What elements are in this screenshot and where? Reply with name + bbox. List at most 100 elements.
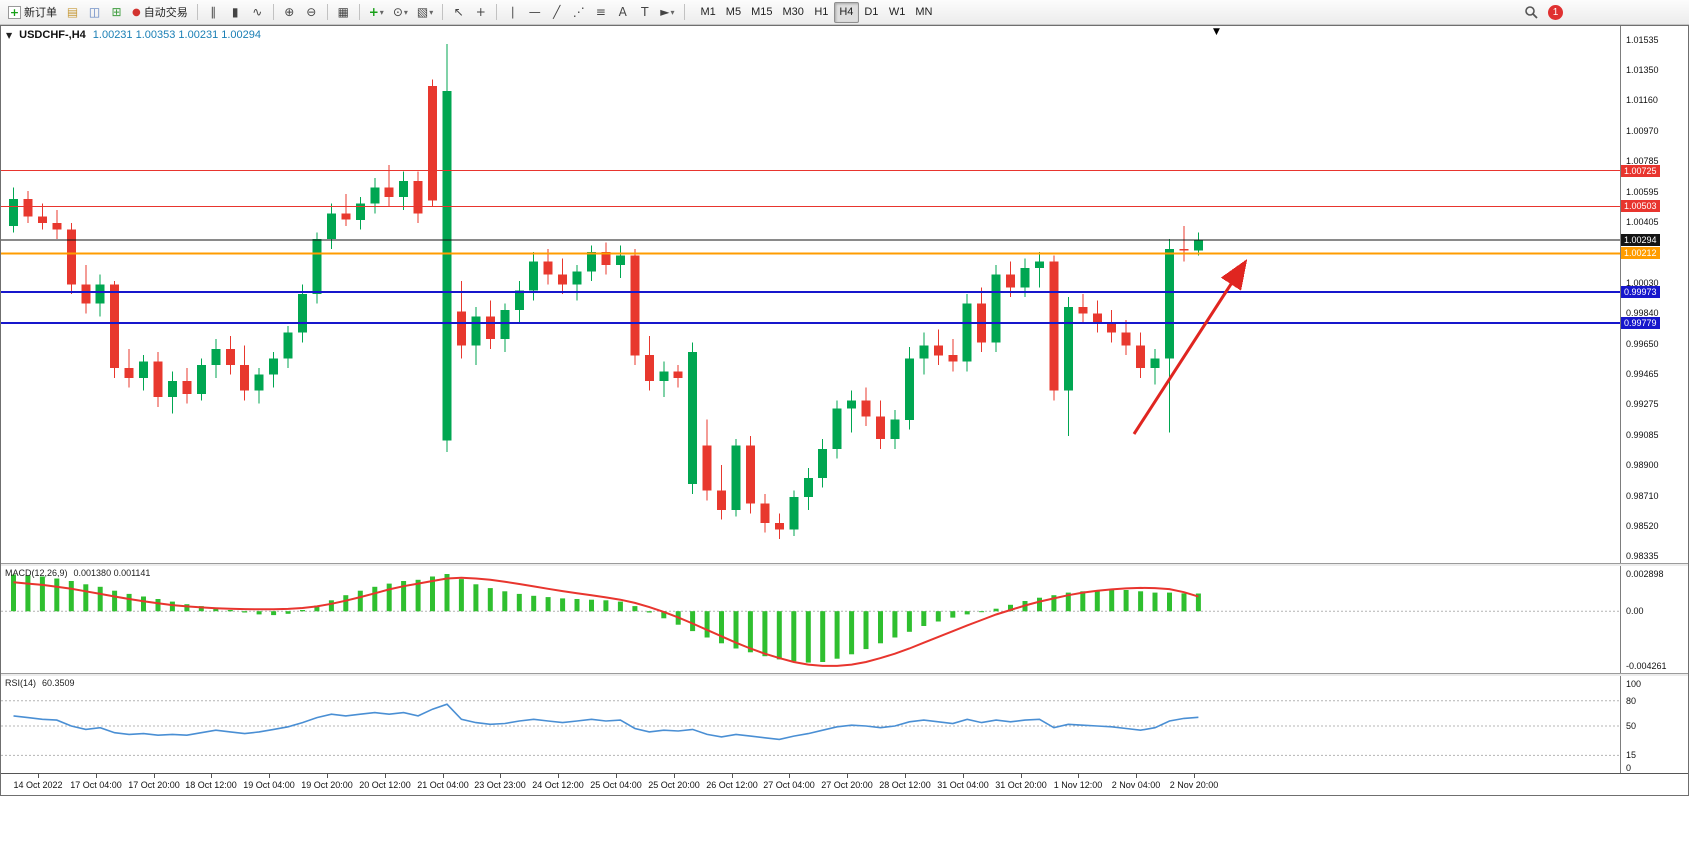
time-label: 25 Oct 04:00 bbox=[590, 780, 642, 790]
candle-body bbox=[225, 348, 235, 365]
charts-button[interactable]: ▤ bbox=[62, 2, 83, 23]
search-icon[interactable] bbox=[1524, 5, 1538, 19]
candlestick-type-button[interactable]: ▮ bbox=[225, 2, 246, 23]
new-order-label: 新订单 bbox=[24, 7, 57, 19]
time-label: 2 Nov 20:00 bbox=[1169, 780, 1219, 790]
price-axis-label: 1.01160 bbox=[1626, 95, 1658, 105]
timeframe-button-H4[interactable]: H4 bbox=[833, 1, 859, 23]
time-label: 26 Oct 12:00 bbox=[706, 780, 758, 790]
pane-splitter-macd[interactable] bbox=[1, 563, 1688, 566]
notifications-badge[interactable]: 1 bbox=[1548, 4, 1563, 20]
price-chart-canvas[interactable] bbox=[1, 26, 1620, 563]
zoom-in-button[interactable]: ⊕ bbox=[279, 2, 300, 23]
timeframe-button-M1[interactable]: M1 bbox=[700, 6, 716, 18]
ohlc-values: 1.00231 1.00353 1.00231 1.00294 bbox=[92, 29, 261, 41]
line-chart-type-button[interactable]: ∿ bbox=[247, 2, 268, 23]
autotrading-button[interactable]: ● 自动交易 bbox=[128, 2, 192, 23]
autotrading-icon: ● bbox=[132, 6, 141, 18]
timeframe-button-D1[interactable]: D1 bbox=[864, 6, 879, 18]
candle-body bbox=[948, 355, 958, 362]
navigator-button[interactable]: ◫ bbox=[84, 2, 105, 23]
templates-button[interactable]: ▧ ▾ bbox=[413, 2, 437, 23]
channel-button[interactable]: ⋰ bbox=[568, 2, 589, 23]
fibonacci-button[interactable]: ≡ bbox=[590, 2, 611, 23]
macd-histogram-bar bbox=[516, 593, 522, 612]
price-axis-label: 0.98710 bbox=[1626, 491, 1659, 501]
candle-body bbox=[456, 311, 466, 346]
price-axis-label: 0.98900 bbox=[1626, 460, 1659, 470]
price-axis-label: 1.00030 bbox=[1626, 278, 1659, 288]
rsi-axis-label: 50 bbox=[1626, 721, 1637, 731]
candle-body bbox=[95, 284, 105, 304]
macd-histogram-bar bbox=[603, 600, 609, 612]
rsi-name: RSI(14) bbox=[5, 678, 37, 688]
candle-body bbox=[66, 229, 76, 285]
toolbar-separator bbox=[272, 4, 274, 20]
text-icon: A bbox=[618, 5, 627, 19]
candle-body bbox=[399, 181, 409, 198]
time-tick bbox=[1136, 774, 1137, 778]
rsi-canvas[interactable] bbox=[1, 676, 1620, 773]
bar-chart-type-button[interactable]: ∥ bbox=[203, 2, 224, 23]
periods-icon: ⊙ bbox=[392, 5, 403, 19]
candle-body bbox=[124, 368, 134, 378]
crosshair-button[interactable]: + bbox=[470, 2, 491, 23]
macd-histogram-bar bbox=[458, 579, 464, 612]
terminal-button[interactable]: ⊞ bbox=[106, 2, 127, 23]
chart-menu-icon[interactable]: ▼ bbox=[6, 30, 13, 40]
pane-splitter-rsi[interactable] bbox=[1, 673, 1688, 676]
price-tag: 1.00503 bbox=[1621, 200, 1660, 212]
macd-histogram-bar bbox=[762, 611, 768, 657]
vertical-line-button[interactable]: ∣ bbox=[502, 2, 523, 23]
toolbar-separator bbox=[496, 4, 498, 20]
candle-body bbox=[1020, 268, 1030, 288]
timeframe-button-M15[interactable]: M15 bbox=[751, 6, 773, 18]
add-indicator-button[interactable]: + ▾ bbox=[365, 2, 388, 23]
macd-histogram-bar bbox=[661, 611, 667, 619]
macd-histogram-bar bbox=[921, 611, 927, 626]
macd-signal-line bbox=[13, 576, 1199, 667]
charts-icon: ▤ bbox=[66, 5, 79, 19]
text-label-button[interactable]: T bbox=[634, 2, 655, 23]
candle-body bbox=[1063, 306, 1073, 391]
bar-chart-type-icon: ∥ bbox=[210, 5, 217, 19]
text-button[interactable]: A bbox=[612, 2, 633, 23]
horizontal-line-button[interactable]: — bbox=[524, 2, 545, 23]
scroll-to-end-icon[interactable]: ▼ bbox=[1213, 27, 1220, 37]
macd-histogram-bar bbox=[690, 611, 696, 632]
arrows-button[interactable]: ► ▾ bbox=[656, 2, 678, 23]
time-tick bbox=[500, 774, 501, 778]
rsi-value: 60.3509 bbox=[42, 678, 75, 688]
trend-arrow[interactable] bbox=[1132, 258, 1248, 435]
macd-histogram-bar bbox=[97, 586, 103, 612]
navigator-icon: ◫ bbox=[88, 5, 101, 19]
macd-histogram-bar bbox=[314, 605, 320, 612]
tile-windows-button[interactable]: ▦ bbox=[333, 2, 354, 23]
candle-body bbox=[760, 503, 770, 523]
candle-body bbox=[110, 284, 120, 369]
fibonacci-icon: ≡ bbox=[595, 5, 606, 19]
macd-histogram-bar bbox=[950, 611, 956, 618]
candle-body bbox=[904, 358, 914, 420]
time-tick bbox=[385, 774, 386, 778]
macd-canvas[interactable] bbox=[1, 566, 1620, 673]
arrows-icon: ► bbox=[660, 5, 670, 19]
timeframe-button-MN[interactable]: MN bbox=[915, 6, 933, 18]
periods-button[interactable]: ⊙ ▾ bbox=[389, 2, 412, 23]
timeframe-button-M30[interactable]: M30 bbox=[782, 6, 804, 18]
price-axis-label: 0.98520 bbox=[1626, 521, 1659, 531]
candle-body bbox=[240, 364, 250, 391]
price-tag: 0.99973 bbox=[1621, 286, 1660, 298]
macd-histogram-bar bbox=[487, 588, 493, 612]
macd-histogram-bar bbox=[155, 599, 161, 612]
timeframe-button-H1[interactable]: H1 bbox=[814, 6, 829, 18]
time-label: 17 Oct 04:00 bbox=[70, 780, 122, 790]
candle-body bbox=[876, 416, 885, 440]
candle-body bbox=[717, 490, 726, 511]
timeframe-button-W1[interactable]: W1 bbox=[888, 6, 906, 18]
cursor-button[interactable]: ↖ bbox=[448, 2, 469, 23]
timeframe-button-M5[interactable]: M5 bbox=[725, 6, 742, 18]
new-order-button[interactable]: + 新订单 bbox=[4, 2, 61, 23]
zoom-out-button[interactable]: ⊖ bbox=[301, 2, 322, 23]
trendline-button[interactable]: ╱ bbox=[546, 2, 567, 23]
